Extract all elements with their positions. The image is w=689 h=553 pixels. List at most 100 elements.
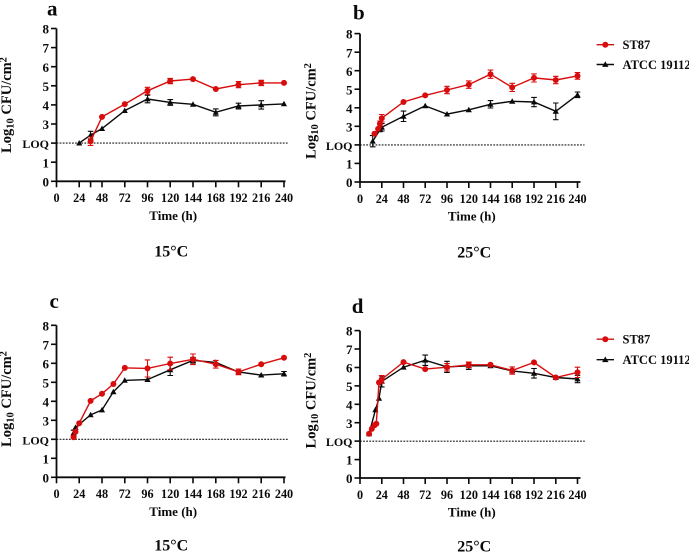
svg-text:240: 240 [275,191,293,205]
svg-text:4: 4 [346,397,353,412]
svg-text:LOQ: LOQ [22,137,49,151]
svg-text:0: 0 [357,488,363,502]
svg-text:168: 168 [207,487,225,501]
svg-text:ST87: ST87 [623,333,651,347]
svg-text:6: 6 [43,60,50,75]
svg-text:Log10 CFU/cm2: Log10 CFU/cm2 [0,351,16,447]
svg-text:3: 3 [43,117,50,132]
svg-text:d: d [352,294,364,318]
svg-text:0: 0 [346,471,353,486]
svg-text:192: 192 [229,191,247,205]
svg-text:8: 8 [346,27,353,42]
svg-text:1: 1 [43,155,50,170]
svg-text:4: 4 [43,394,50,409]
svg-text:192: 192 [525,192,543,206]
svg-text:96: 96 [141,191,153,205]
svg-text:48: 48 [96,487,108,501]
svg-text:216: 216 [252,191,270,205]
svg-text:4: 4 [346,101,353,116]
svg-text:192: 192 [229,487,247,501]
svg-text:48: 48 [96,191,108,205]
svg-text:Time (h): Time (h) [149,504,197,519]
svg-text:b: b [353,1,365,25]
svg-text:72: 72 [419,488,431,502]
svg-text:120: 120 [161,191,179,205]
svg-text:48: 48 [397,488,409,502]
svg-text:24: 24 [376,192,388,206]
svg-text:24: 24 [376,488,388,502]
svg-text:1: 1 [346,157,353,172]
svg-text:96: 96 [441,488,453,502]
svg-text:Log10 CFU/cm2: Log10 CFU/cm2 [303,63,321,159]
svg-text:240: 240 [568,488,586,502]
svg-text:c: c [50,289,59,313]
svg-text:96: 96 [141,487,153,501]
svg-text:216: 216 [252,487,270,501]
svg-text:120: 120 [460,192,478,206]
svg-text:Time (h): Time (h) [149,208,197,223]
svg-text:144: 144 [481,488,499,502]
svg-text:ATCC 19112: ATCC 19112 [623,353,689,367]
svg-text:25°C: 25°C [457,538,491,553]
svg-text:8: 8 [346,324,353,339]
svg-text:168: 168 [207,191,225,205]
svg-text:144: 144 [481,192,499,206]
svg-text:5: 5 [43,79,50,94]
svg-text:216: 216 [547,192,565,206]
svg-text:a: a [47,0,58,21]
svg-text:72: 72 [119,487,131,501]
svg-text:168: 168 [503,192,521,206]
svg-text:1: 1 [346,453,353,468]
svg-text:72: 72 [119,191,131,205]
svg-text:LOQ: LOQ [326,139,353,153]
svg-text:7: 7 [43,337,50,352]
svg-text:ST87: ST87 [623,38,651,52]
svg-text:1: 1 [43,451,50,466]
svg-text:120: 120 [460,488,478,502]
svg-text:15°C: 15°C [154,244,188,261]
svg-text:4: 4 [43,98,50,113]
svg-text:LOQ: LOQ [22,433,49,447]
svg-text:48: 48 [397,192,409,206]
svg-text:240: 240 [568,192,586,206]
svg-text:192: 192 [525,488,543,502]
svg-text:24: 24 [73,487,85,501]
svg-text:120: 120 [161,487,179,501]
svg-text:6: 6 [346,361,353,376]
svg-text:6: 6 [43,356,50,371]
svg-text:168: 168 [503,488,521,502]
svg-text:0: 0 [43,470,50,485]
svg-text:LOQ: LOQ [326,435,353,449]
svg-text:5: 5 [346,379,353,394]
svg-text:Log10 CFU/cm2: Log10 CFU/cm2 [0,57,17,153]
svg-text:216: 216 [547,488,565,502]
svg-text:5: 5 [346,82,353,97]
svg-text:5: 5 [43,375,50,390]
svg-text:0: 0 [346,175,353,190]
svg-text:0: 0 [43,174,50,189]
svg-text:144: 144 [184,191,202,205]
svg-text:ATCC 19112: ATCC 19112 [623,58,689,72]
svg-text:240: 240 [275,487,293,501]
svg-text:15°C: 15°C [154,538,188,553]
svg-text:3: 3 [346,416,353,431]
svg-text:7: 7 [346,342,353,357]
svg-text:25°C: 25°C [457,244,491,261]
svg-text:8: 8 [43,318,50,333]
svg-text:144: 144 [184,487,202,501]
svg-text:6: 6 [346,64,353,79]
svg-text:0: 0 [357,192,363,206]
svg-text:Time (h): Time (h) [448,209,496,224]
svg-text:8: 8 [43,22,50,37]
svg-text:0: 0 [53,487,59,501]
svg-text:3: 3 [43,413,50,428]
svg-text:96: 96 [441,192,453,206]
svg-text:0: 0 [53,191,59,205]
svg-text:7: 7 [43,41,50,56]
svg-text:Time (h): Time (h) [448,505,496,520]
svg-text:3: 3 [346,119,353,134]
svg-text:Log10 CFU/cm2: Log10 CFU/cm2 [303,353,321,449]
svg-text:72: 72 [419,192,431,206]
svg-text:7: 7 [346,45,353,60]
svg-text:24: 24 [73,191,85,205]
